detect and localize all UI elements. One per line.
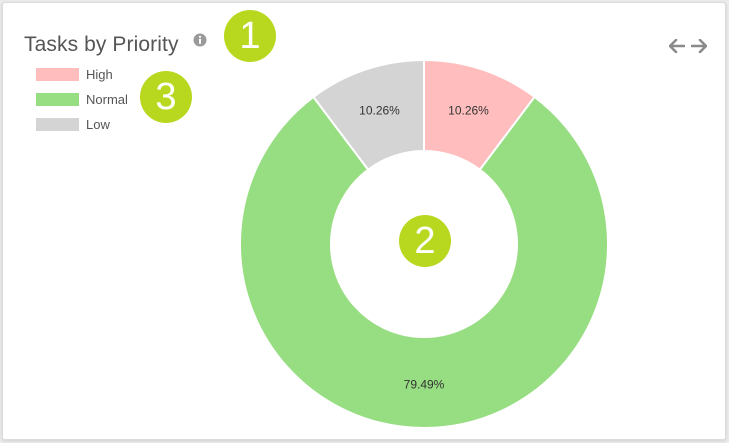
arrow-right-icon[interactable] <box>691 39 707 53</box>
slice-label-low: 10.26% <box>359 104 400 118</box>
callout-badge-1: 1 <box>224 10 276 62</box>
legend-label: High <box>86 67 113 82</box>
callout-badge-2: 2 <box>399 215 451 267</box>
donut-chart: 10.26% 79.49% 10.26% <box>239 58 609 429</box>
info-icon[interactable] <box>193 33 207 47</box>
callout-badge-3: 3 <box>140 71 192 123</box>
donut-slice-low[interactable] <box>312 58 425 172</box>
legend-swatch-low <box>36 118 79 131</box>
slice-label-normal: 79.49% <box>404 378 445 392</box>
legend-label: Normal <box>86 92 128 107</box>
legend-swatch-normal <box>36 93 79 106</box>
arrow-left-icon[interactable] <box>669 39 685 53</box>
legend-swatch-high <box>36 68 79 81</box>
slice-label-high: 10.26% <box>448 104 489 118</box>
widget-title: Tasks by Priority <box>24 33 179 56</box>
donut-slice-normal[interactable] <box>239 95 609 429</box>
legend-label: Low <box>86 117 110 132</box>
